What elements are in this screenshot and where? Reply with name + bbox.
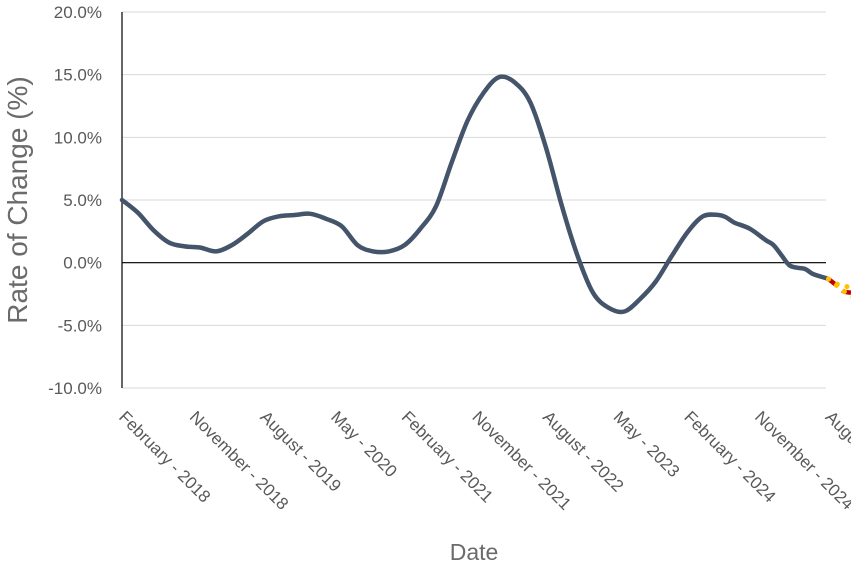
y-tick-label: 0.0% bbox=[63, 254, 102, 273]
y-tick-label: -5.0% bbox=[58, 316, 102, 335]
series-lines bbox=[119, 74, 851, 315]
y-tick-label: 5.0% bbox=[63, 191, 102, 210]
y-tick-label: 15.0% bbox=[54, 66, 102, 85]
y-tick-label: -10.0% bbox=[48, 379, 102, 398]
y-tick-label: 20.0% bbox=[54, 3, 102, 22]
series-line-dotted bbox=[826, 276, 851, 299]
y-tick-label: 10.0% bbox=[54, 128, 102, 147]
y-tick-labels: -10.0% -5.0% 0.0% 5.0% 10.0% 15.0% 20.0% bbox=[48, 3, 102, 398]
gridlines bbox=[122, 11, 826, 389]
x-tick-label: May - 2020 bbox=[327, 407, 401, 481]
x-axis-title: Date bbox=[450, 539, 499, 565]
x-tick-label: May - 2023 bbox=[610, 407, 684, 481]
series-line-solid bbox=[119, 74, 831, 315]
y-axis-title: Rate of Change (%) bbox=[2, 76, 33, 323]
